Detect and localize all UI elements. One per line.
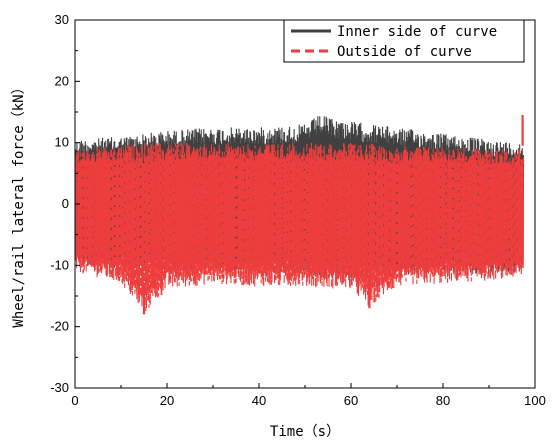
x-tick-label: 80 bbox=[436, 393, 450, 408]
y-tick-label: 10 bbox=[55, 135, 69, 150]
legend-box bbox=[283, 19, 525, 63]
y-tick-label: -30 bbox=[50, 380, 69, 395]
y-tick-label: -20 bbox=[50, 319, 69, 334]
legend-label-outside: Outside of curve bbox=[337, 44, 472, 60]
y-tick-label: -10 bbox=[50, 257, 69, 272]
legend-label-inner-side: Inner side of curve bbox=[337, 24, 497, 40]
x-tick-label: 0 bbox=[71, 393, 78, 408]
x-tick-label: 20 bbox=[160, 393, 174, 408]
x-axis-title: Time（s） bbox=[270, 424, 340, 440]
series-line-1 bbox=[75, 142, 525, 312]
x-tick-label: 100 bbox=[524, 393, 546, 408]
y-tick-label: 20 bbox=[55, 73, 69, 88]
legend: Inner side of curve Outside of curve bbox=[283, 19, 525, 63]
plot-area bbox=[75, 115, 525, 315]
y-tick-label: 0 bbox=[62, 196, 69, 211]
y-axis-title: Wheel/rail lateral force（kN） bbox=[11, 80, 27, 327]
x-tick-label: 60 bbox=[344, 393, 358, 408]
axes: 0 20 40 60 80 100 -30 -20 -10 0 10 20 30 bbox=[50, 12, 546, 408]
x-tick-label: 40 bbox=[252, 393, 266, 408]
y-tick-label: 30 bbox=[55, 12, 69, 27]
